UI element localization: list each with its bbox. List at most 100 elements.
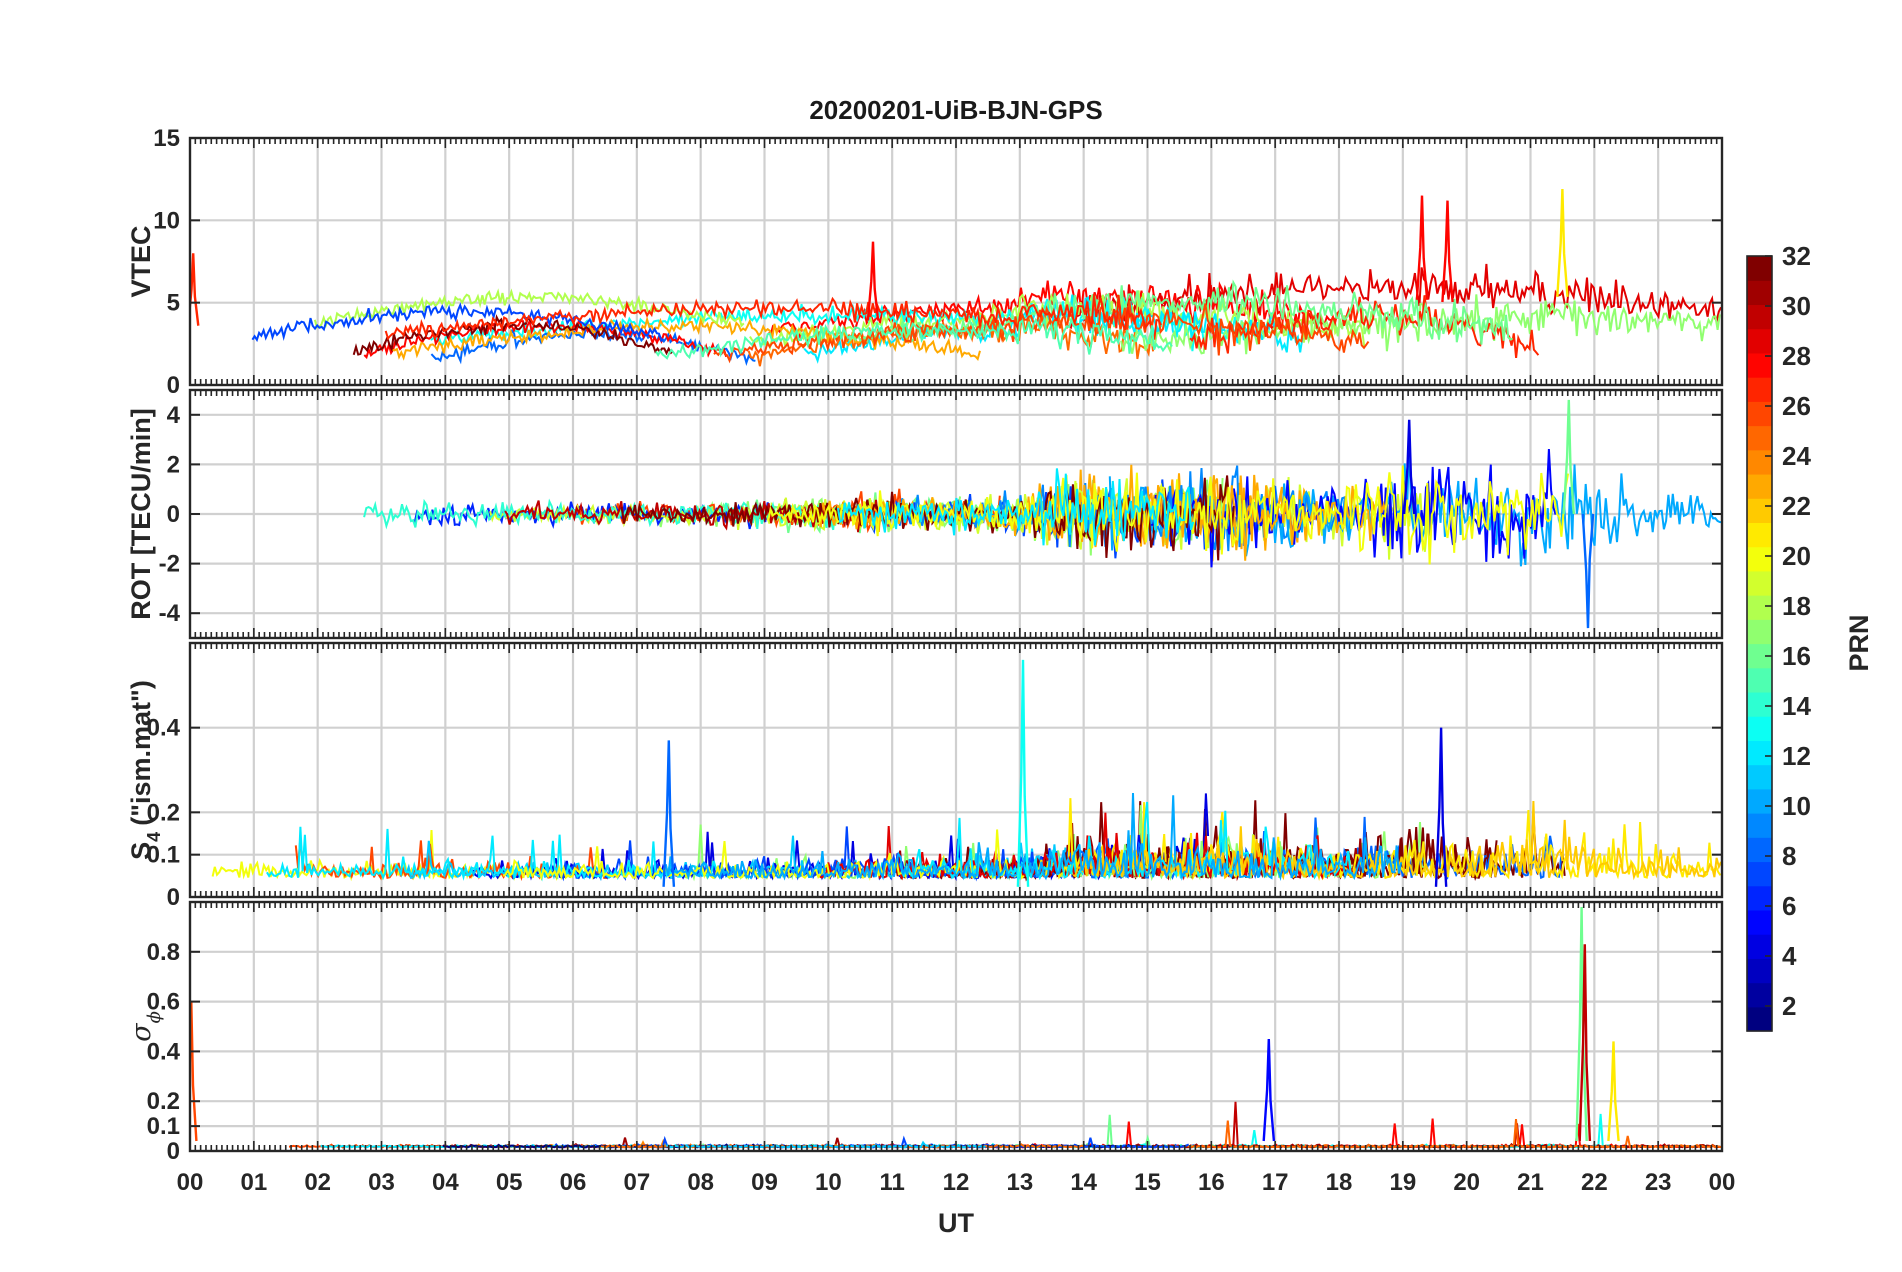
panel-grid [190,902,1722,1151]
panel-minor-ticks [189,138,1723,385]
panel-traces [190,188,1722,367]
panel-2: -4 -2 0 2 4 ROT [TECU/min] [126,388,1724,640]
x-tick-label: 05 [496,1169,523,1196]
y-label-sub: 4 [144,832,164,842]
colorbar-tick-label: 32 [1782,241,1811,271]
peak-trace [866,241,880,321]
panel-minor-ticks [189,902,1723,1151]
colorbar-tick-label: 14 [1782,691,1811,721]
colorbar-tick-label: 8 [1782,841,1796,871]
y-label-main: S [126,842,156,860]
y-axis-label: ROT [TECU/min] [126,408,156,619]
colorbar-swatch [1747,473,1772,499]
y-axis-label: S4 ("ism.mat") [126,680,164,860]
prn-trace [352,314,674,356]
peak-trace [190,1001,198,1142]
colorbar-swatch [1747,934,1772,959]
prn-trace [1067,263,1722,330]
colorbar-swatch [1747,449,1772,475]
peak-trace [662,740,676,887]
x-axis-ticks: 00 01 02 03 04 05 06 07 08 09 10 11 12 13 14 15 16 17 18 19… [177,1169,1736,1196]
x-tick-label: 00 [177,1169,204,1196]
y-tick-label: 10 [153,207,180,234]
peak-trace [1578,944,1592,1142]
y-axis-label: σϕ [126,1011,165,1042]
colorbar-swatch [1747,352,1772,378]
prn-trace [875,1118,1688,1149]
x-tick-label: 08 [687,1169,714,1196]
x-tick-label: 03 [368,1169,395,1196]
colorbar-tick-label: 20 [1782,541,1811,571]
x-tick-label: 12 [943,1169,970,1196]
y-tick-label: 5 [167,290,180,317]
peak-trace [1262,1038,1276,1142]
x-tick-label: 21 [1517,1169,1544,1196]
colorbar-swatch [1747,958,1772,984]
colorbar-tick-label: 24 [1782,441,1811,471]
y-tick-label: -2 [159,551,180,578]
colorbar-swatch [1747,280,1772,306]
y-tick-label: 15 [153,125,180,152]
colorbar-swatch [1747,837,1772,863]
x-tick-label: 07 [623,1169,650,1196]
panel-1: 0 5 10 15 VTEC [126,125,1724,399]
panel-traces [211,659,1722,887]
peak-trace [1556,188,1569,297]
colorbar-swatch [1747,1006,1772,1032]
y-tick-label: 0 [167,1138,180,1165]
prn-trace [663,792,1403,881]
y-label-main: σ [126,1022,157,1042]
x-tick-label: 02 [304,1169,331,1196]
x-tick-label: 10 [815,1169,842,1196]
colorbar-swatch [1747,256,1772,281]
panel-3: 0 0.1 0.2 0.4 S4 ("ism.mat") [126,641,1724,911]
prn-trace [629,1114,1267,1149]
colorbar-swatch [1747,909,1772,935]
colorbar-tick-label: 16 [1782,641,1811,671]
prn-trace [313,288,745,329]
prn-trace [803,294,1304,364]
colorbar-swatch [1747,401,1772,427]
prn-trace [1157,1101,1721,1149]
colorbar-swatch [1747,304,1772,330]
x-tick-label: 15 [1134,1169,1161,1196]
colorbar-swatch [1747,425,1772,451]
prn-trace [384,294,1162,341]
colorbar-swatch [1747,982,1772,1008]
colorbar-tick-label: 26 [1782,391,1811,421]
y-tick-label: 0.4 [147,715,181,742]
panel-4: 00.10.2 0.4 0.6 0.8 σϕ [126,900,1724,1165]
colorbar-swatch [1747,740,1772,766]
x-tick-label: 16 [1198,1169,1225,1196]
peak-trace [1581,513,1595,629]
colorbar-tick-label: 4 [1782,941,1797,971]
y-axis-label: VTEC [126,225,156,297]
colorbar-tick-label: 28 [1782,341,1811,371]
colorbar-label: PRN [1844,614,1874,671]
x-tick-label: 01 [240,1169,267,1196]
prn-trace [251,302,665,343]
colorbar-swatch [1747,595,1772,620]
x-tick-label: 06 [560,1169,587,1196]
prn-trace [1187,1119,1722,1149]
colorbar-swatch [1747,377,1772,402]
y-tick-label: 0.8 [147,939,180,966]
colorbar-swatch [1747,691,1772,717]
panel-traces [363,399,1722,629]
colorbar-swatch [1747,788,1772,814]
y-tick-label: 0.1 [147,842,180,869]
panel-traces [190,906,1722,1149]
prn-trace [837,468,1195,546]
y-tick-label: 0.4 [147,1038,181,1065]
x-tick-label: 20 [1453,1169,1480,1196]
colorbar-frame [1746,255,1773,1032]
x-axis-label: UT [938,1208,974,1238]
peak-trace [1016,659,1030,887]
colorbar-swatch [1747,619,1772,645]
x-tick-label: 13 [1006,1169,1033,1196]
panel-minor-ticks [189,390,1723,638]
x-tick-label: 18 [1326,1169,1353,1196]
